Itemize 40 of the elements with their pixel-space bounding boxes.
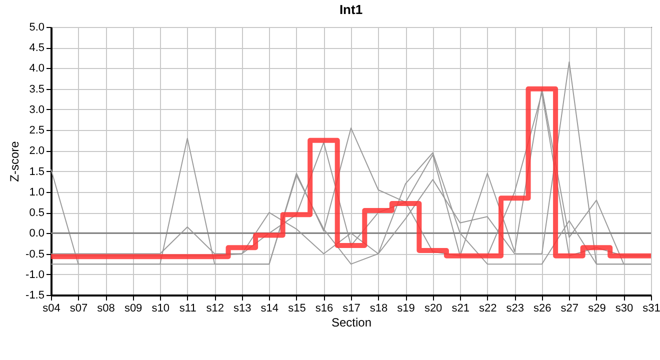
y-tick-label: 0.0 (29, 228, 44, 240)
y-tick-label: 3.5 (29, 83, 44, 96)
x-tick-label: s23 (506, 302, 524, 314)
x-tick-label: s13 (234, 302, 252, 314)
chart-title: Int1 (339, 2, 363, 17)
y-tick-label: -1.5 (26, 290, 44, 302)
x-axis-title: Section (331, 316, 372, 330)
y-tick-label: 5.0 (29, 22, 44, 34)
x-tick-label: s10 (152, 302, 170, 314)
x-tick-label: s31 (642, 302, 660, 314)
x-tick-label: s20 (424, 302, 442, 314)
x-tick-label: s29 (588, 302, 606, 314)
x-tick-label: s18 (370, 302, 388, 314)
y-tick-label: 1.5 (29, 166, 44, 178)
y-tick-label: 2.5 (29, 124, 44, 137)
x-tick-label: s11 (179, 302, 196, 314)
y-tick-label: 2.0 (29, 145, 44, 158)
x-tick-label: s15 (288, 302, 306, 314)
x-tick-label: s08 (97, 302, 115, 314)
x-tick-label: s21 (452, 302, 470, 314)
x-tick-label: s14 (260, 302, 279, 314)
y-tick-label: 0.5 (29, 207, 44, 220)
x-tick-label: s04 (42, 302, 60, 314)
y-tick-label: 4.5 (29, 42, 44, 54)
x-tick-label: s12 (206, 302, 224, 314)
x-tick-label: s09 (124, 302, 142, 314)
x-tick-label: s22 (478, 302, 497, 314)
y-tick-label: 1.0 (29, 186, 44, 198)
x-tick-label: s26 (534, 302, 552, 314)
x-tick-label: s27 (560, 302, 579, 314)
y-tick-label: -1.0 (26, 268, 44, 281)
x-tick-label: s16 (315, 302, 334, 314)
y-tick-label: -0.5 (26, 248, 44, 260)
x-tick-label: s07 (70, 302, 88, 314)
y-tick-label: 3.0 (29, 104, 44, 116)
y-axis-title: Z-score (8, 140, 22, 182)
x-tick-label: s30 (615, 302, 634, 314)
x-tick-label: s19 (397, 302, 415, 314)
x-tick-label: s17 (342, 302, 360, 314)
y-tick-label: 4.0 (29, 62, 44, 75)
